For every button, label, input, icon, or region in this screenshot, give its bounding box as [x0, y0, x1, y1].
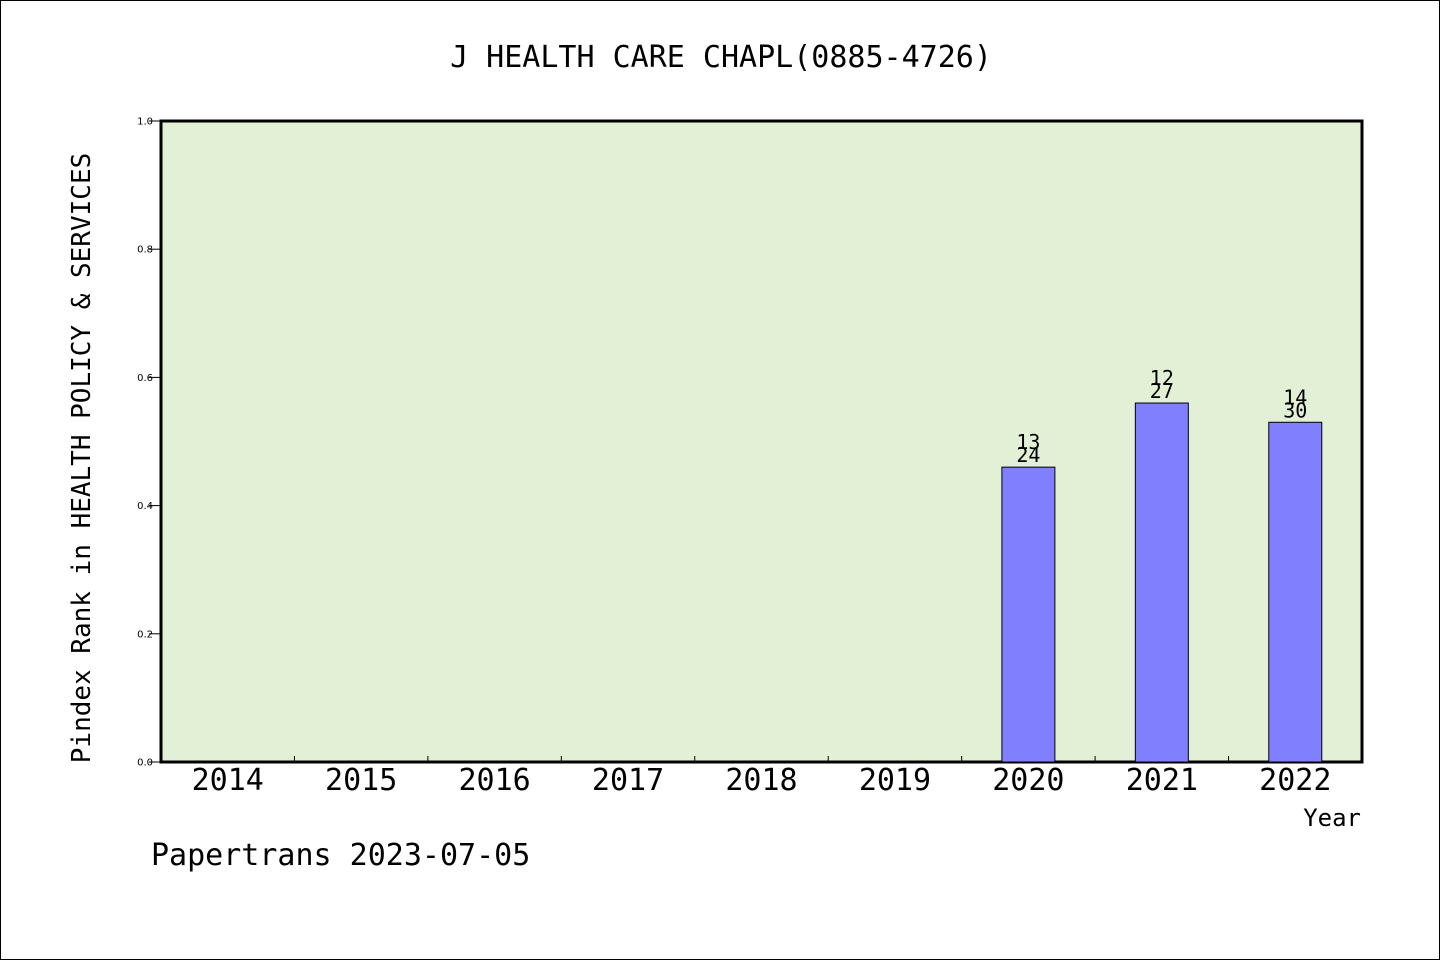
bar-label-bottom: 27: [1150, 379, 1174, 403]
x-tick-label: 2019: [859, 763, 931, 798]
x-tick-label: 2022: [1259, 763, 1331, 798]
bar-label-bottom: 24: [1016, 443, 1040, 467]
bar-label-top: 12: [1150, 366, 1174, 390]
x-tick-label: 2015: [325, 763, 397, 798]
y-axis: 0.0 0.2 0.4 0.6 0.8 1.0: [137, 117, 161, 769]
y-tick-label: 0.6: [137, 373, 153, 384]
bar-label-top: 14: [1283, 385, 1307, 409]
bar: [1134, 402, 1189, 763]
x-tick-label: 2016: [458, 763, 530, 798]
y-tick-label: 1.0: [137, 117, 153, 128]
bar: [1001, 466, 1056, 763]
x-tick-label: 2018: [725, 763, 797, 798]
watermark-text: Papertrans 2023-07-05: [151, 838, 530, 873]
y-tick-label: 0.8: [137, 245, 153, 256]
x-axis: 2014 2015 2016 2017 2018 2019 2020 2021 2022: [192, 756, 1331, 798]
y-tick-label: 0.4: [137, 501, 153, 512]
chart-title: J HEALTH CARE CHAPL(0885-4726): [450, 40, 992, 75]
y-tick-label: 0.0: [137, 758, 153, 769]
x-tick-label: 2014: [192, 763, 264, 798]
bar-label-bottom: 30: [1283, 398, 1307, 422]
x-axis-label: Year: [1303, 804, 1361, 832]
x-tick-label: 2021: [1126, 763, 1198, 798]
bar: [1268, 421, 1323, 763]
y-tick-label: 0.2: [137, 629, 153, 640]
x-tick-label: 2017: [592, 763, 664, 798]
x-tick-label: 2020: [992, 763, 1064, 798]
y-axis-label: Pindex Rank in HEALTH POLICY & SERVICES: [67, 153, 97, 763]
bar-label-top: 13: [1016, 430, 1040, 454]
